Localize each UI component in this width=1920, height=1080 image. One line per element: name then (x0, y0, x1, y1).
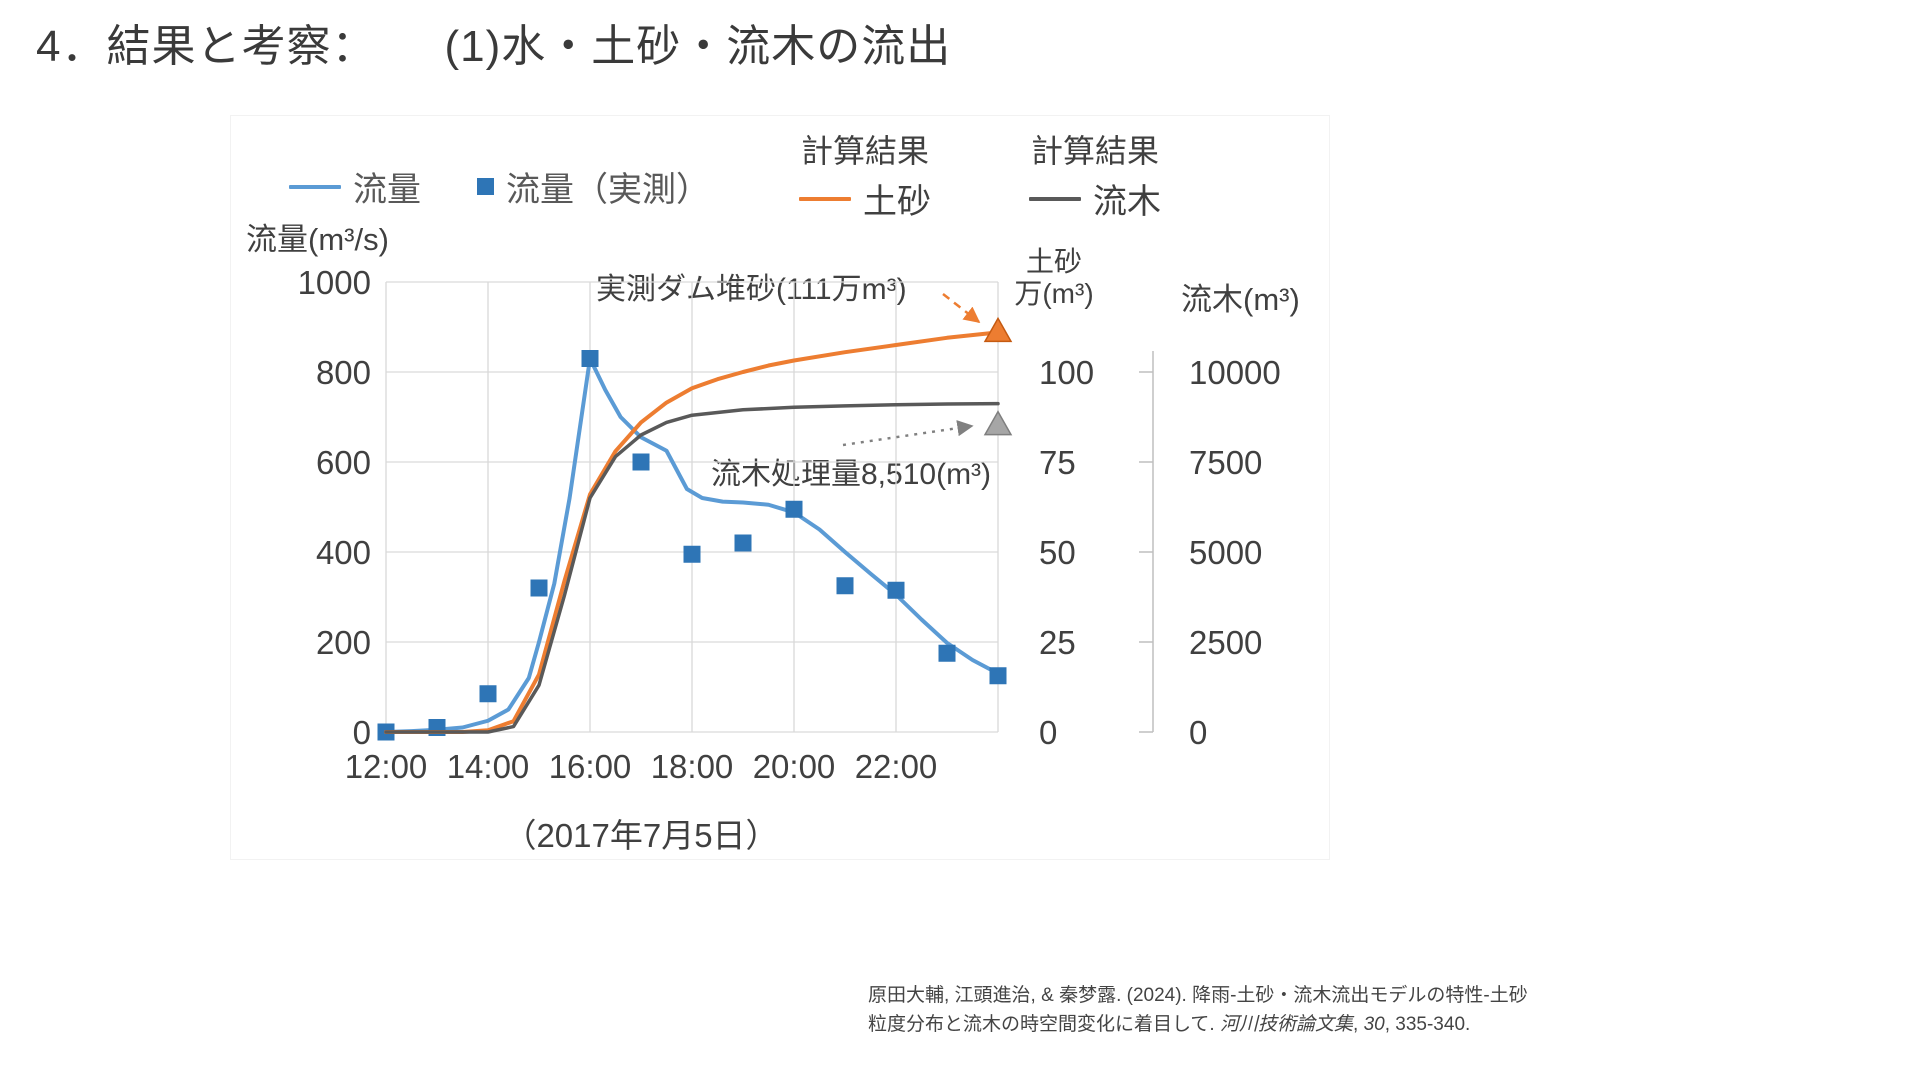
citation-journal: 河川技術論文集 (1220, 1013, 1354, 1035)
sediment-line (384, 330, 1000, 734)
sediment-axis-title-line2: 万(m³) (1014, 278, 1094, 310)
citation-volume: 30 (1363, 1013, 1385, 1035)
legend-label-driftwood: 流木 (1093, 183, 1161, 221)
flow-line (384, 356, 1000, 734)
legend-item-sediment: 計算結果 土砂 (799, 126, 931, 223)
flow-line-swatch (289, 184, 341, 189)
driftwood-tick-label: 5000 (1189, 534, 1262, 571)
flow-measured-point (530, 579, 548, 597)
x-tick-label: 14:00 (447, 748, 530, 785)
driftwood-axis-title: 流木(m³) (1181, 282, 1300, 317)
sediment-annotation: 実測ダム堆砂(111万m³) (596, 273, 907, 306)
legend-label-flow: 流量 (353, 171, 421, 209)
driftwood-tick-label: 7500 (1189, 444, 1262, 481)
flow-measured-point (989, 667, 1007, 685)
legend-header-driftwood: 計算結果 (1030, 133, 1159, 169)
x-tick-label: 20:00 (753, 748, 836, 785)
driftwood-annotation: 流木処理量8,510(m³) (711, 458, 992, 491)
flow-measured-point (479, 685, 497, 703)
flow-measured-swatch (477, 178, 494, 195)
flow-tick-label: 600 (316, 444, 371, 481)
flow-tick-label: 800 (316, 354, 371, 391)
sediment-measured-marker (983, 316, 1013, 343)
flow-measured-point (734, 534, 752, 552)
flow-tick-label: 200 (316, 624, 371, 661)
sediment-axis-title: 土砂 万(m³) (999, 246, 1109, 310)
flow-tick-label: 0 (353, 714, 371, 751)
driftwood-line-swatch (1029, 196, 1081, 201)
citation-line2: 粒度分布と流木の時空間変化に着目して. 河川技術論文集, 30, 335-340… (868, 1013, 1471, 1035)
page-title: 4．結果と考察： (1)水・土砂・流木の流出 (36, 22, 952, 71)
sediment-line-swatch (799, 196, 851, 201)
x-tick-label: 12:00 (345, 748, 428, 785)
driftwood-line (384, 401, 1000, 734)
flow-measured-point (785, 500, 803, 518)
sediment-axis-title-line1: 土砂 (1025, 246, 1082, 277)
citation-line1: 原田大輔, 江頭進治, & 秦梦露. (2024). 降雨-土砂・流木流出モデル… (868, 985, 1528, 1006)
sediment-annotation-arrow (942, 293, 981, 323)
sediment-tick-label: 100 (1039, 354, 1094, 391)
driftwood-tick-label: 2500 (1189, 624, 1262, 661)
flow-tick-label: 1000 (298, 264, 371, 301)
legend-label-flow-measured: 流量（実測） (506, 171, 710, 209)
flow-axis-title: 流量(m³/s) (246, 222, 389, 257)
flow-measured-point (938, 644, 956, 662)
x-tick-label: 18:00 (651, 748, 734, 785)
flow-tick-label: 400 (316, 534, 371, 571)
x-tick-label: 22:00 (855, 748, 938, 785)
flow-measured-point (632, 453, 650, 471)
flow-measured-point (581, 350, 599, 367)
legend-item-driftwood: 計算結果 流木 (1029, 126, 1161, 223)
legend-item-flow: 流量 (289, 162, 421, 211)
sediment-tick-label: 25 (1039, 624, 1076, 661)
sediment-tick-label: 0 (1039, 714, 1057, 751)
legend-item-flow-measured: 流量（実測） (477, 162, 710, 211)
flow-measured-point (887, 581, 905, 599)
driftwood-annotation-arrow (842, 420, 974, 447)
driftwood-tick-label: 10000 (1189, 354, 1281, 391)
driftwood-measured-marker (983, 410, 1013, 436)
sediment-tick-label: 75 (1039, 444, 1076, 481)
chart-figure: 流量 流量（実測） 計算結果 土砂 計算結果 流木 流量(m³/s) 土砂 万(… (230, 115, 1330, 860)
legend-label-sediment: 土砂 (863, 183, 931, 221)
flow-measured-point (836, 577, 854, 595)
flow-measured-point (683, 545, 701, 563)
x-tick-label: 16:00 (549, 748, 632, 785)
citation: 原田大輔, 江頭進治, & 秦梦露. (2024). 降雨-土砂・流木流出モデル… (868, 982, 1548, 1039)
driftwood-tick-label: 0 (1189, 714, 1207, 751)
legend-header-sediment: 計算結果 (800, 133, 929, 169)
x-axis-date-label: （2017年7月5日） (503, 817, 779, 854)
sediment-tick-label: 50 (1039, 534, 1076, 571)
